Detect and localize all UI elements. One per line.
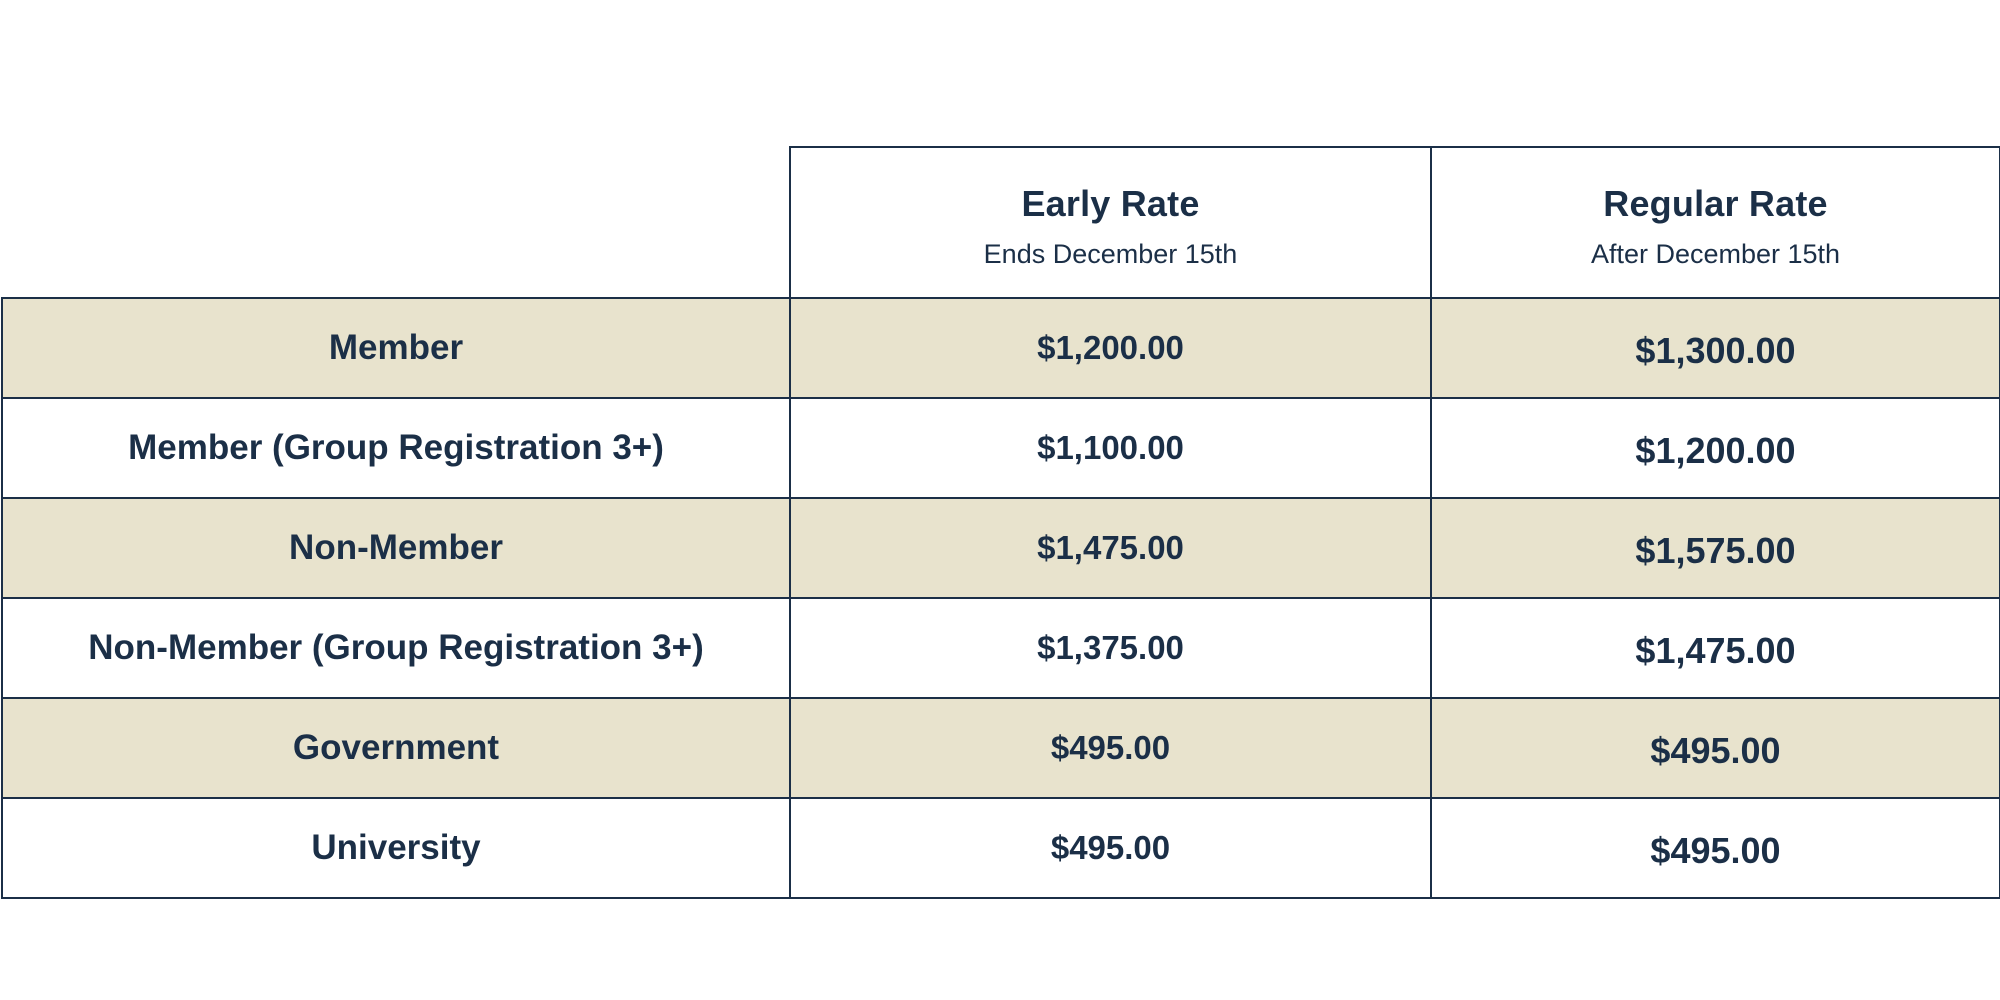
early-price-cell: $495.00 [789,797,1432,899]
table-row: University $495.00 $495.00 [1,797,2000,899]
early-price-cell: $1,375.00 [789,597,1432,699]
regular-price: $1,575.00 [1635,530,1796,571]
category-label: Non-Member (Group Registration 3+) [88,628,704,667]
early-price-cell: $1,100.00 [789,397,1432,499]
category-cell: Non-Member [1,497,791,599]
category-label: Government [292,728,500,767]
regular-rate-header: Regular Rate After December 15th [1430,146,2000,299]
category-label: Member [328,328,464,367]
category-cell: University [1,797,791,899]
empty-corner-cell [2,147,791,299]
early-price: $495.00 [1050,829,1171,866]
regular-price-cell: $1,200.00 [1430,397,2000,499]
regular-price-cell: $1,475.00 [1430,597,2000,699]
regular-price-cell: $1,575.00 [1430,497,2000,599]
early-price: $1,475.00 [1037,529,1184,566]
early-price-cell: $1,475.00 [789,497,1432,599]
regular-price: $495.00 [1650,830,1781,871]
early-price: $1,375.00 [1037,629,1184,666]
category-cell: Non-Member (Group Registration 3+) [1,597,791,699]
early-rate-title: Early Rate [1021,183,1200,224]
early-rate-header: Early Rate Ends December 15th [789,146,1432,299]
regular-price-cell: $495.00 [1430,797,2000,899]
table-row: Government $495.00 $495.00 [1,697,2000,799]
regular-price: $1,475.00 [1635,630,1796,671]
regular-price: $1,200.00 [1635,430,1796,471]
table-row: Member $1,200.00 $1,300.00 [1,297,2000,399]
category-cell: Member [1,297,791,399]
early-price-cell: $1,200.00 [789,297,1432,399]
early-price-cell: $495.00 [789,697,1432,799]
regular-price: $495.00 [1650,730,1781,771]
category-label: Member (Group Registration 3+) [128,428,664,467]
table-row: Non-Member $1,475.00 $1,575.00 [1,497,2000,599]
category-cell: Government [1,697,791,799]
regular-price: $1,300.00 [1635,330,1796,371]
header-row: Early Rate Ends December 15th Regular Ra… [2,146,2000,299]
regular-price-cell: $1,300.00 [1430,297,2000,399]
table-row: Member (Group Registration 3+) $1,100.00… [1,397,2000,499]
early-price: $495.00 [1050,729,1171,766]
category-label: University [311,828,481,867]
regular-rate-subtitle: After December 15th [1590,239,1841,269]
category-cell: Member (Group Registration 3+) [1,397,791,499]
regular-price-cell: $495.00 [1430,697,2000,799]
early-rate-subtitle: Ends December 15th [983,239,1238,269]
early-price: $1,200.00 [1037,329,1184,366]
regular-rate-title: Regular Rate [1603,183,1828,224]
pricing-table: Early Rate Ends December 15th Regular Ra… [1,146,2000,899]
early-price: $1,100.00 [1037,429,1184,466]
table-row: Non-Member (Group Registration 3+) $1,37… [1,597,2000,699]
category-label: Non-Member [289,528,503,567]
